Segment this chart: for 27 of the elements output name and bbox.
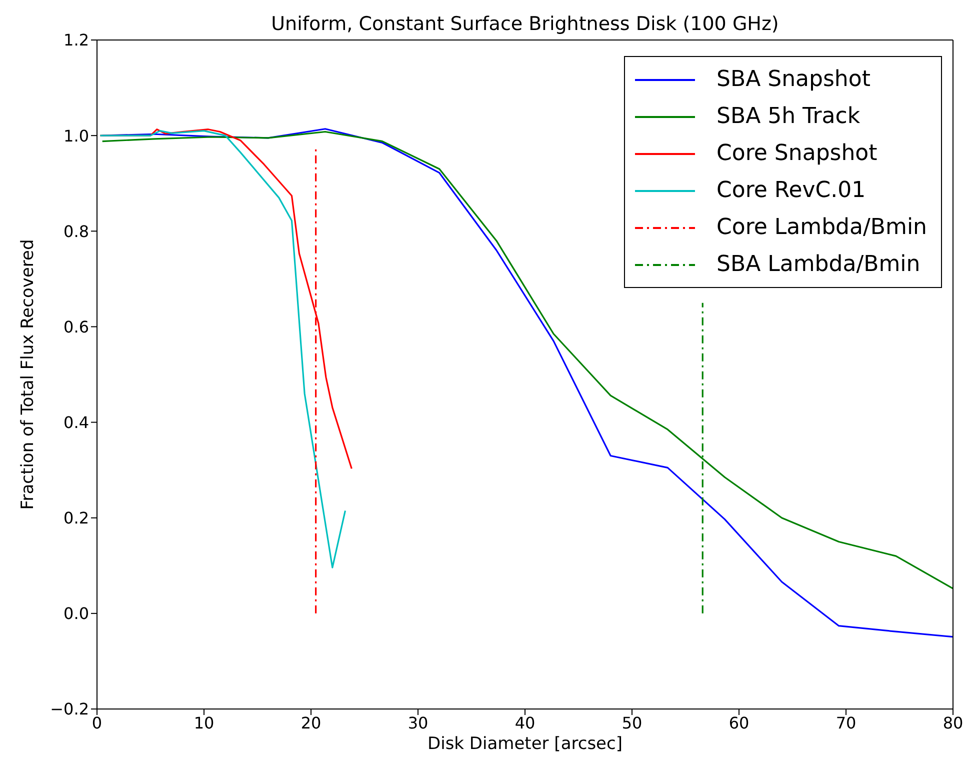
legend-label: SBA Lambda/Bmin — [716, 251, 920, 279]
x-tick-label: 10 — [194, 713, 214, 732]
line-series — [99, 130, 346, 568]
y-tick-label: 0.2 — [64, 508, 89, 528]
y-tick-label: 0.6 — [64, 317, 89, 336]
x-axis-title: Disk Diameter [arcsec] — [428, 734, 622, 754]
x-tick-label: 70 — [836, 713, 856, 732]
y-tick-label: 0.8 — [64, 222, 89, 241]
legend-label: Core Lambda/Bmin — [716, 214, 927, 242]
x-tick-label: 50 — [622, 713, 642, 732]
y-tick-label: −0.2 — [50, 700, 89, 719]
y-tick-label: 1.0 — [64, 126, 89, 146]
legend-label: SBA 5h Track — [716, 103, 860, 131]
x-tick-label: 0 — [92, 713, 102, 732]
legend-label: Core Snapshot — [716, 140, 878, 168]
y-tick-label: 0.4 — [64, 412, 89, 432]
x-tick-label: 40 — [514, 713, 536, 732]
x-tick-label: 30 — [408, 713, 428, 732]
legend-label: SBA Snapshot — [716, 66, 870, 94]
y-tick-label: 1.2 — [64, 30, 89, 50]
x-tick-label: 60 — [728, 713, 750, 732]
x-tick-label: 80 — [942, 713, 964, 732]
y-tick-label: 0.0 — [64, 604, 89, 624]
x-tick-label: 20 — [300, 713, 322, 732]
chart-title: Uniform, Constant Surface Brightness Disk (100 GHz) — [271, 13, 779, 35]
y-axis-title: Fraction of Total Flux Recovered — [18, 239, 38, 510]
legend-label: Core RevC.01 — [716, 177, 866, 205]
